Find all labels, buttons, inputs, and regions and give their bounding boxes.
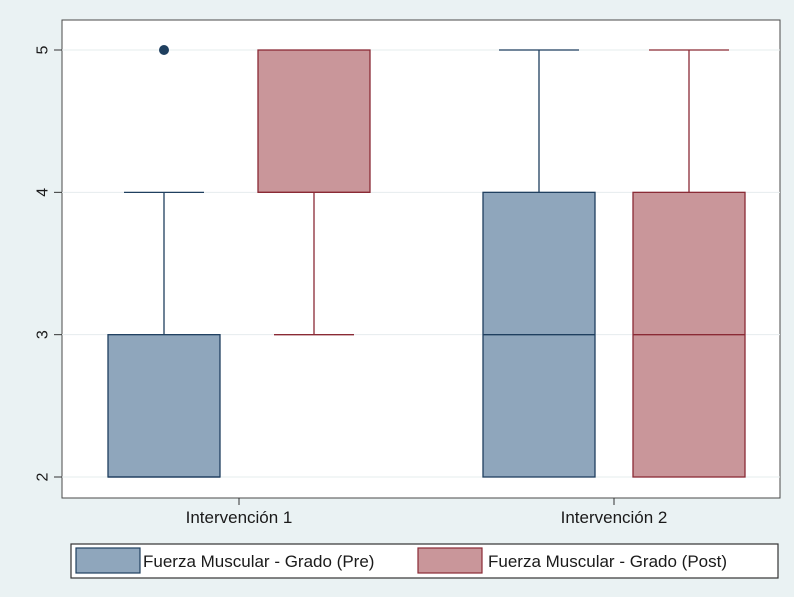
box-pre-1 xyxy=(107,45,221,478)
y-axis: 2 3 4 5 xyxy=(35,45,62,481)
boxes-layer xyxy=(107,45,746,478)
legend-label-pre: Fuerza Muscular - Grado (Pre) xyxy=(143,552,374,571)
legend-swatch-post xyxy=(417,547,483,574)
y-tick-label: 5 xyxy=(35,45,52,54)
legend: Fuerza Muscular - Grado (Pre) Fuerza Musc… xyxy=(70,543,779,579)
box-pre-2 xyxy=(482,49,596,478)
legend-label-post: Fuerza Muscular - Grado (Post) xyxy=(488,552,727,571)
x-category-label: Intervención 2 xyxy=(561,508,668,527)
box-post-1 xyxy=(257,49,371,336)
y-tick-label: 2 xyxy=(35,472,52,481)
y-tick-label: 3 xyxy=(35,330,52,339)
outlier-point xyxy=(159,45,169,56)
legend-swatch-pre xyxy=(75,547,141,574)
box-post-2 xyxy=(632,49,746,478)
box-body xyxy=(107,334,221,478)
y-tick-label: 4 xyxy=(35,188,52,197)
x-category-label: Intervención 1 xyxy=(186,508,293,527)
x-axis: Intervención 1 Intervención 2 xyxy=(186,498,668,527)
box-body xyxy=(257,49,371,193)
